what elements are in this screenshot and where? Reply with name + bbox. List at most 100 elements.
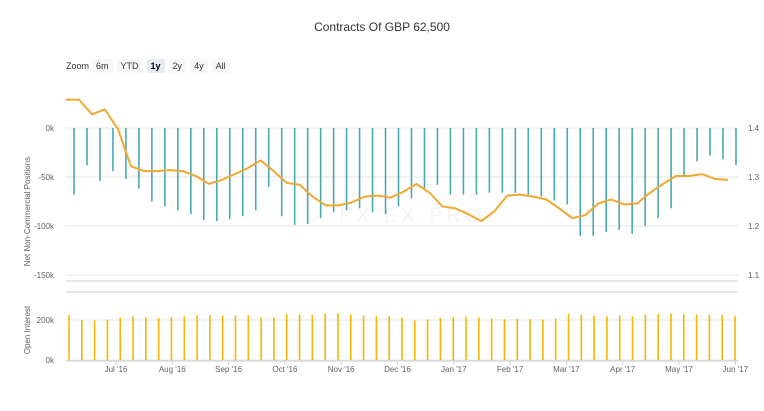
net-position-bar <box>462 128 465 195</box>
net-position-bar <box>99 128 101 181</box>
net-position-bar <box>540 128 543 197</box>
zoom-1y-button[interactable]: 1y <box>146 59 165 73</box>
net-position-bar <box>228 128 231 220</box>
net-position-bar <box>592 128 595 236</box>
x-tick-label: Aug '16 <box>159 365 186 374</box>
open-interest-bar <box>298 314 301 360</box>
x-tick-label: May '17 <box>665 365 693 374</box>
open-interest-bar <box>657 314 659 360</box>
right-axis-tick-label: 1.4 <box>748 124 760 133</box>
watermark: FX·EX·PRO <box>340 205 485 227</box>
upper-y-axis-title: Net Non-Commercial Positions <box>23 157 32 266</box>
net-position-bar <box>203 128 205 221</box>
zoom-6m-button[interactable]: 6m <box>92 59 113 73</box>
zoom-label: Zoom <box>66 61 90 71</box>
open-interest-bar <box>375 316 378 360</box>
net-position-bar <box>345 128 348 211</box>
net-position-bar <box>423 128 426 189</box>
open-interest-bar <box>311 314 314 360</box>
open-interest-bar <box>119 317 122 360</box>
x-tick-label: Dec '16 <box>384 365 411 374</box>
net-position-bar <box>280 128 283 217</box>
x-tick-label: Mar '17 <box>553 365 580 374</box>
net-position-bar <box>319 128 322 219</box>
net-position-bar <box>618 128 620 230</box>
open-interest-bar <box>542 319 544 360</box>
open-interest-bar <box>68 315 70 360</box>
open-interest-bar <box>708 314 711 360</box>
open-interest-bar <box>439 318 442 360</box>
open-interest-bar <box>503 319 506 360</box>
open-interest-bar <box>593 315 595 360</box>
open-interest-bar <box>567 313 570 360</box>
right-axis-tick-label: 1.2 <box>748 222 760 231</box>
net-position-bar <box>501 128 504 193</box>
open-interest-bar <box>529 319 531 360</box>
open-interest-bar <box>401 317 403 360</box>
net-position-bar <box>267 128 270 187</box>
net-position-bar <box>449 128 452 195</box>
net-position-bar <box>86 128 88 166</box>
net-position-bar <box>644 128 646 226</box>
net-position-bar <box>514 128 517 193</box>
net-position-bar <box>73 128 75 195</box>
net-position-bar <box>151 128 153 202</box>
net-position-bar <box>254 128 257 211</box>
open-interest-bar <box>260 317 262 360</box>
net-position-bar <box>397 128 400 207</box>
x-tick-label: Sep '16 <box>215 365 242 374</box>
net-position-bar <box>190 128 192 215</box>
open-interest-bar <box>670 313 672 360</box>
open-interest-bar <box>631 316 634 360</box>
x-tick-label: Feb '17 <box>497 365 524 374</box>
left-axis-tick-label: -100k <box>34 222 55 231</box>
net-position-bar <box>579 128 582 236</box>
open-interest-bar <box>452 317 455 360</box>
open-interest-bar <box>349 314 352 360</box>
net-position-bar <box>696 128 698 162</box>
zoom-ytd-button[interactable]: YTD <box>116 59 143 73</box>
axes: 0k -50k -100k -150k 1.4 1.3 1.2 1.1 200k 0k Net No… <box>23 124 760 374</box>
zoom-all-button[interactable]: All <box>211 59 230 73</box>
zoom-4y-button[interactable]: 4y <box>190 59 208 73</box>
open-interest-bar <box>554 318 557 360</box>
open-interest-bar <box>426 319 429 360</box>
open-interest-bar <box>721 315 723 360</box>
net-position-bar <box>215 128 218 222</box>
net-position-bar <box>241 128 244 217</box>
open-interest-bar <box>388 316 390 360</box>
net-position-bar <box>488 128 491 193</box>
x-tick-label: Apr '17 <box>610 365 636 374</box>
open-interest-bar <box>362 315 365 360</box>
x-tick-label: Oct '16 <box>272 365 298 374</box>
open-interest-bar <box>324 313 326 360</box>
net-position-bar <box>683 128 685 177</box>
net-position-bar <box>371 128 374 213</box>
net-position-bar <box>735 128 737 166</box>
open-interest-bar <box>196 315 198 360</box>
net-position-bar <box>657 128 659 219</box>
left-axis-tick-label: -50k <box>38 173 55 182</box>
net-position-bar <box>709 128 711 156</box>
net-position-bar <box>670 128 672 209</box>
open-interest-bar <box>132 316 134 360</box>
open-interest-bar <box>606 316 608 360</box>
open-interest-bar <box>618 315 621 360</box>
open-interest-bar <box>81 320 83 360</box>
open-interest-bar <box>106 319 109 360</box>
open-interest-bar <box>516 318 519 360</box>
net-position-bar <box>605 128 607 232</box>
open-interest-bar <box>183 316 186 360</box>
open-interest-bar <box>285 314 288 360</box>
right-axis-tick-label: 1.1 <box>748 271 760 280</box>
net-position-bar <box>631 128 633 234</box>
net-positions-bars <box>73 128 737 236</box>
open-interest-bar <box>221 315 224 360</box>
open-interest-bar <box>170 317 173 360</box>
zoom-2y-button[interactable]: 2y <box>168 59 187 73</box>
net-position-bar <box>436 128 439 185</box>
open-interest-bar <box>478 317 480 360</box>
net-position-bar <box>410 128 413 199</box>
right-axis-tick-label: 1.3 <box>748 173 760 182</box>
